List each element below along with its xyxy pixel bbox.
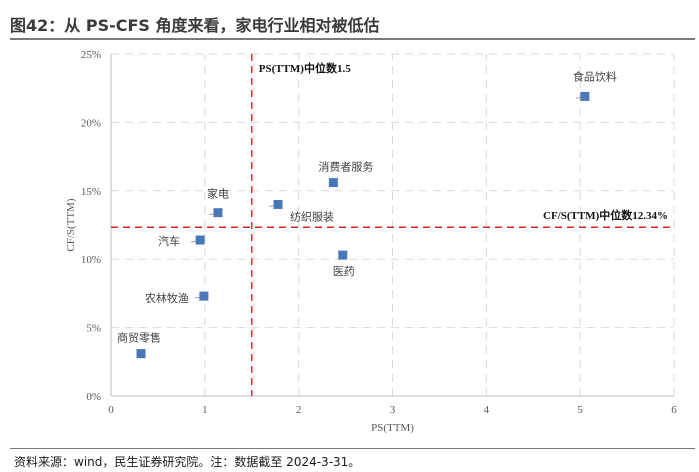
leader-line xyxy=(208,213,215,216)
data-point-marker xyxy=(213,208,223,218)
data-point-marker xyxy=(580,91,590,101)
x-tick-label: 4 xyxy=(484,404,490,416)
data-point-marker xyxy=(136,349,146,359)
data-point-label: 食品饮料 xyxy=(573,69,617,83)
y-tick-label: 0% xyxy=(86,391,101,403)
x-tick-label: 5 xyxy=(577,404,583,416)
y-tick-label: 5% xyxy=(86,323,101,335)
data-point-label: 医药 xyxy=(333,265,355,278)
x-tick-label: 1 xyxy=(202,404,208,416)
x-tick-label: 3 xyxy=(390,404,396,416)
y-tick-label: 20% xyxy=(81,117,101,129)
median-cfs-label: CF/S(TTM)中位数12.34% xyxy=(543,208,668,222)
figure-title: 图42：从 PS-CFS 角度来看，家电行业相对被低估 xyxy=(10,16,380,35)
data-point-label: 汽车 xyxy=(158,234,180,248)
leader-line xyxy=(194,296,200,299)
x-tick-label: 0 xyxy=(108,404,114,416)
footer-divider xyxy=(10,448,695,449)
source-note: 资料来源：wind，民生证券研究院。注：数据截至 2024-3-31。 xyxy=(14,455,361,469)
leader-line xyxy=(191,240,197,243)
axis-layer: 0% 5% 10% 15% 20% 25% 0 1 2 3 4 5 6 xyxy=(81,49,677,416)
data-point-label: 商贸零售 xyxy=(117,331,161,345)
scatter-chart: 0% 5% 10% 15% 20% 25% 0 1 2 3 4 5 6 PS(TTM)中位数1.5 CF/… xyxy=(65,49,677,434)
leader-line xyxy=(575,97,581,99)
data-point-marker xyxy=(195,235,205,245)
leader-line xyxy=(268,205,275,207)
y-tick-label: 15% xyxy=(81,186,101,198)
y-axis-title: CF/S(TTM) xyxy=(65,198,77,252)
median-ps-label: PS(TTM)中位数1.5 xyxy=(259,61,351,75)
data-point-label: 消费者服务 xyxy=(318,160,373,174)
data-point-label: 纺织服装 xyxy=(290,209,334,223)
data-point-marker xyxy=(199,291,209,301)
data-point-label: 农林牧渔 xyxy=(145,291,189,305)
y-tick-label: 10% xyxy=(81,254,101,266)
x-tick-label: 2 xyxy=(296,404,302,416)
x-tick-label: 6 xyxy=(671,404,677,416)
title-divider xyxy=(10,38,695,40)
y-tick-label: 25% xyxy=(81,49,101,61)
data-point-marker xyxy=(338,250,348,260)
data-point-label: 家电 xyxy=(207,187,229,201)
data-point-marker xyxy=(273,199,283,209)
data-point-marker xyxy=(328,178,338,188)
x-axis-title: PS(TTM) xyxy=(371,422,414,434)
reference-lines: PS(TTM)中位数1.5 CF/S(TTM)中位数12.34% xyxy=(111,54,674,396)
grid-layer xyxy=(111,53,675,396)
